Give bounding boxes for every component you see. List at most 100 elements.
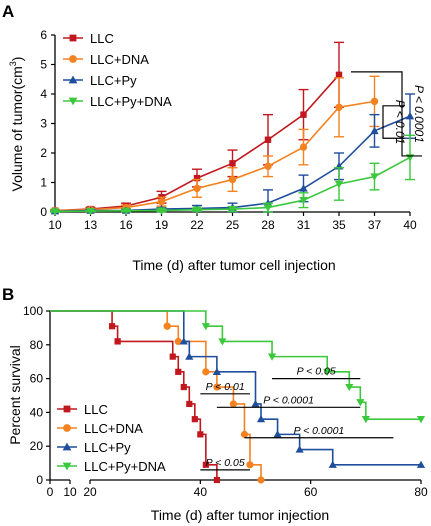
panel-a-xlabel: Time (d) after tumor cell injection [132, 257, 335, 273]
panel-a-data-point [157, 207, 166, 215]
panel-b-legend: LLC LLC+DNA LLC+Py LLC+Py+DNA [57, 402, 166, 474]
panel-a-data-point [228, 205, 237, 214]
panel-b-event-marker [251, 399, 260, 408]
panel-b-legend-label: LLC [84, 402, 108, 417]
panel-b-y-tick-label: 40 [30, 405, 44, 419]
panel-a-data-point [370, 97, 379, 106]
panel-b-survival-curve [50, 310, 421, 420]
panel-b-pvalue-label: P < 0.0001 [294, 425, 345, 437]
panel-b-censor-marker [416, 460, 426, 468]
panel-a-legend-label: LLC+Py [90, 73, 137, 88]
panel-a-x-tick-label: 13 [84, 218, 98, 232]
panel-b-y-tick-label: 0 [36, 473, 43, 487]
panel-a-pvalue-outer: P < 0.0001 [412, 85, 426, 143]
panel-b-event-marker [356, 399, 365, 407]
panel-b-event-marker [202, 368, 210, 376]
panel-b-xlabel: Time (d) after tumor injection [151, 507, 329, 523]
panel-a-letter: A [2, 2, 14, 21]
panel-b-event-marker [267, 353, 277, 361]
panel-b-x-tick-label: 0 [47, 485, 54, 499]
panel-b-event-marker [169, 353, 176, 360]
panel-b-pvalue-label: P < 0.01 [206, 381, 245, 393]
panel-a-data-point [157, 197, 166, 206]
panel-a-legend-label: LLC+DNA [90, 52, 149, 67]
panel-b-x-tick-label: 20 [83, 485, 97, 499]
panel-a: A 0 1 2 3 4 5 6 10 13 16 19 22 25 28 31 35 37 40 LLC LLC+D… [2, 2, 426, 273]
panel-b-event-marker [246, 461, 254, 469]
panel-a-data-point [193, 174, 201, 182]
panel-b-pvalue-label: P < 0.0001 [263, 394, 314, 406]
panel-a-data-point [50, 208, 60, 216]
panel-b-x-tick-label: 40 [194, 485, 208, 499]
panel-b-x-tick-label: 10 [63, 485, 77, 499]
panel-a-ylabel-close: ) [9, 57, 25, 62]
panel-b-series-1 [50, 310, 265, 484]
panel-a-x-tick-label: 19 [155, 218, 169, 232]
panel-a-data-point [335, 103, 343, 111]
panel-a-ylabel: Volume of tumor(cm3) [8, 57, 25, 192]
panel-a-data-point [370, 126, 379, 135]
panel-b-event-marker [186, 400, 193, 408]
panel-b-x-tick-label: 60 [304, 485, 318, 499]
panel-a-x-tick-label: 37 [368, 218, 382, 232]
panel-b-event-marker [257, 476, 265, 484]
panel-b-series-2 [50, 310, 426, 468]
panel-b-series [50, 310, 426, 484]
panel-b-event-marker [212, 367, 221, 375]
panel-b-event-marker [180, 383, 187, 391]
panel-b-event-marker [108, 323, 116, 330]
panel-b-y-tick-label: 60 [30, 372, 44, 386]
panel-b-legend-label: LLC+Py+DNA [84, 459, 166, 474]
panel-a-data-point [299, 184, 308, 192]
panel-b-legend-marker [62, 462, 72, 471]
panel-a-x-tick-label: 31 [297, 218, 311, 232]
panel-a-legend: LLC LLC+DNA LLC+Py LLC+Py+DNA [63, 31, 172, 109]
panel-a-legend-marker [68, 97, 78, 106]
panel-a-bracket-inner [382, 105, 405, 139]
panel-b-event-marker [229, 400, 238, 408]
panel-a-legend-label: LLC [90, 31, 114, 46]
panel-a-x-tick-label: 25 [226, 218, 240, 232]
panel-b-event-marker [191, 416, 198, 423]
panel-a-y-tick-label: 3 [40, 117, 47, 131]
panel-a-y-tick-label: 0 [40, 205, 47, 219]
panel-b-ylabel: Percent survival [7, 345, 23, 445]
panel-a-legend-marker [69, 55, 77, 63]
panel-a-bracket-outer [351, 71, 422, 157]
panel-b-series-0 [50, 310, 220, 484]
panel-a-data-point [334, 180, 344, 189]
panel-b-event-marker [295, 445, 304, 453]
panel-b-censor-marker [416, 416, 426, 424]
panel-a-ylabel-text: Volume of tumor(cm [9, 66, 25, 191]
panel-a-x-tick-label: 35 [332, 218, 346, 232]
panel-b-event-marker [213, 476, 220, 484]
panel-b-event-marker [174, 337, 182, 346]
panel-a-data-point [264, 162, 272, 170]
panel-a-data-point [405, 154, 415, 162]
panel-b-series-3 [50, 310, 426, 424]
panel-a-series [50, 41, 415, 216]
panel-b-survival-curve [50, 310, 218, 480]
panel-a-pvalue-inner: P < 0.01 [393, 100, 407, 145]
panel-b-event-marker [323, 368, 332, 376]
panel-b-axes: 0 20 40 60 80 100 0 10 20 40 60 80 [23, 304, 428, 499]
panel-a-data-point [121, 207, 131, 216]
panel-a-x-tick-label: 28 [261, 218, 275, 232]
panel-b-pvalue-label: P < 0.05 [297, 366, 336, 378]
panel-b-event-marker [218, 338, 227, 346]
panel-b-letter: B [2, 285, 14, 304]
panel-a-data-point [300, 111, 307, 118]
panel-b-event-marker [197, 431, 204, 438]
panel-b-event-marker [179, 337, 188, 345]
panel-a-legend-label: LLC+Py+DNA [90, 94, 172, 109]
panel-a-data-point [299, 197, 308, 205]
panel-a-y-tick-label: 1 [40, 176, 47, 190]
panel-b-survival-curve [50, 310, 421, 466]
panel-a-series-line [54, 100, 375, 212]
panel-a-x-tick-label: 40 [403, 218, 417, 232]
panel-b-event-marker [213, 383, 221, 391]
panel-a-data-point [264, 136, 272, 143]
panel-b-event-marker [175, 368, 182, 375]
panel-a-legend-marker [69, 34, 77, 42]
